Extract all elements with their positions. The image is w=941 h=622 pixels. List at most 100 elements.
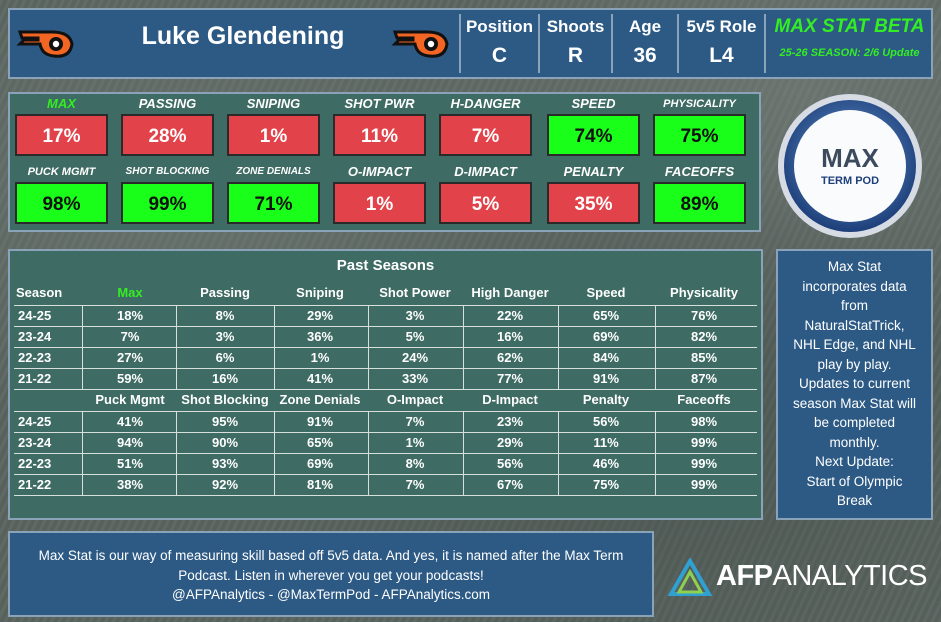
- rating-value: 75%: [653, 114, 746, 156]
- table-cell: 77%: [496, 371, 524, 386]
- column-header: Shot Power: [379, 285, 451, 300]
- table-cell: 84%: [592, 350, 620, 365]
- rating-sniping: SNIPING 1%: [227, 94, 320, 156]
- afp-wordmark: AFPANALYTICS: [716, 560, 928, 593]
- position-label: Position: [465, 17, 534, 36]
- rating-label: FACEOFFS: [664, 164, 735, 179]
- rating-d-impact: D-IMPACT 5%: [439, 162, 532, 224]
- info-line: NaturalStatTrick,: [804, 317, 905, 333]
- info-line: play by play.: [817, 356, 892, 372]
- rating-label: ZONE DENIALS: [236, 166, 311, 177]
- table-cell: 29%: [306, 308, 334, 323]
- column-header: O-Impact: [386, 392, 444, 407]
- column-header: Penalty: [582, 392, 630, 407]
- table-bottom-divider: [14, 495, 757, 496]
- info-line: Max Stat: [827, 259, 882, 274]
- season-cell: 24-25: [18, 414, 52, 429]
- table-cell: 36%: [306, 329, 334, 344]
- header-divider: [611, 14, 613, 73]
- header-divider: [459, 14, 461, 73]
- info-line: Next Update:: [815, 454, 894, 469]
- season-cell: 23-24: [18, 329, 52, 344]
- age-column: Age 36: [613, 10, 677, 77]
- table-cell: 16%: [496, 329, 524, 344]
- table-row-divider: [14, 432, 757, 433]
- table-cell: 81%: [306, 477, 334, 492]
- position-column: Position C: [461, 10, 538, 77]
- table-column-divider: [655, 411, 656, 495]
- table-cell: 99%: [690, 435, 718, 450]
- table-cell: 59%: [116, 371, 144, 386]
- info-line: season Max Stat will: [792, 395, 917, 411]
- season-cell: 21-22: [18, 477, 52, 492]
- table-cell: 46%: [592, 456, 620, 471]
- role-label: 5v5 Role: [686, 17, 757, 36]
- table-cell: 8%: [215, 308, 235, 323]
- table-cell: 38%: [116, 477, 144, 492]
- flyers-logo-icon: [16, 30, 74, 58]
- column-header: Season: [16, 285, 63, 300]
- table-cell: 1%: [405, 435, 425, 450]
- table-cell: 69%: [592, 329, 620, 344]
- table-cell: 87%: [690, 371, 718, 386]
- info-line: monthly.: [829, 434, 880, 450]
- table-column-divider: [463, 411, 464, 495]
- column-header: Zone Denials: [279, 392, 361, 407]
- table-cell: 8%: [405, 456, 425, 471]
- table-cell: 7%: [120, 329, 140, 344]
- rating-puck-mgmt: PUCK MGMT 98%: [15, 162, 108, 224]
- rating-label: PASSING: [138, 96, 197, 111]
- table-cell: 94%: [116, 435, 144, 450]
- column-header: Max: [117, 285, 143, 300]
- age-value: 36: [633, 44, 657, 67]
- rating-label: PUCK MGMT: [27, 166, 96, 178]
- column-header: D-Impact: [482, 392, 538, 407]
- table-cell: 5%: [405, 329, 425, 344]
- table-cell: 90%: [211, 435, 239, 450]
- column-header: Puck Mgmt: [95, 392, 165, 407]
- info-panel: Max Stat incorporates data from NaturalS…: [776, 249, 933, 520]
- footer-line: @AFPAnalytics - @MaxTermPod - AFPAnalyti…: [172, 587, 490, 602]
- table-column-divider: [558, 411, 559, 495]
- table-cell: 76%: [690, 308, 718, 323]
- shoots-label: Shoots: [546, 17, 605, 36]
- table-cell: 75%: [592, 477, 620, 492]
- max-stat-title: MAX STAT BETA: [774, 16, 925, 37]
- table-cell: 51%: [116, 456, 144, 471]
- role-value: L4: [709, 44, 734, 67]
- rating-label: H-DANGER: [450, 96, 521, 111]
- table-cell: 33%: [401, 371, 429, 386]
- table-cell: 95%: [211, 414, 239, 429]
- rating-shot-power: SHOT PWR 11%: [333, 94, 426, 156]
- rating-label: PHYSICALITY: [663, 98, 736, 110]
- rating-value: 74%: [547, 114, 640, 156]
- rating-value: 17%: [15, 114, 108, 156]
- table-column-divider: [368, 305, 369, 389]
- flyers-logo-icon: [391, 30, 449, 58]
- footer-line: Podcast. Listen in wherever you get your…: [178, 567, 484, 583]
- rating-label: PENALTY: [563, 164, 624, 179]
- header-divider: [677, 14, 679, 73]
- rating-shot-blocking: SHOT BLOCKING 99%: [121, 162, 214, 224]
- table-bottom-divider: [14, 389, 757, 390]
- table-cell: 22%: [496, 308, 524, 323]
- column-header: Passing: [200, 285, 250, 300]
- table-column-divider: [558, 305, 559, 389]
- season-cell: 22-23: [18, 456, 52, 471]
- table-cell: 7%: [405, 414, 425, 429]
- rating-value: 35%: [547, 182, 640, 224]
- rating-value: 11%: [333, 114, 426, 156]
- rating-value: 98%: [15, 182, 108, 224]
- info-text: Max Stat incorporates data from NaturalS…: [782, 257, 927, 511]
- table-cell: 56%: [592, 414, 620, 429]
- rating-o-impact: O-IMPACT 1%: [333, 162, 426, 224]
- table-column-divider: [368, 411, 369, 495]
- rating-label: SPEED: [571, 96, 616, 111]
- rating-physicality: PHYSICALITY 75%: [653, 94, 746, 156]
- shoots-column: Shoots R: [540, 10, 611, 77]
- season-update-subtitle: 25-26 SEASON: 2/6 Update: [779, 47, 920, 59]
- table-cell: 91%: [306, 414, 334, 429]
- table-column-divider: [463, 305, 464, 389]
- table-cell: 3%: [215, 329, 235, 344]
- info-line: from: [841, 298, 868, 313]
